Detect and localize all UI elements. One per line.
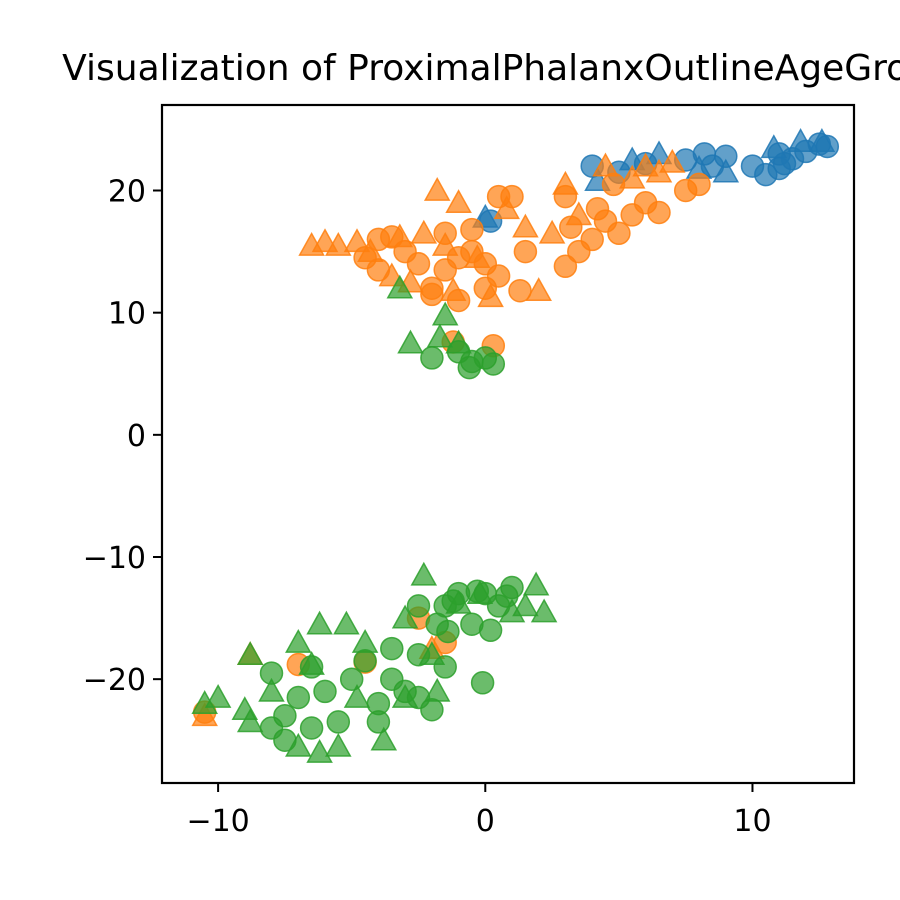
point-triangle xyxy=(343,683,371,708)
series-0 xyxy=(472,128,840,233)
point-triangle xyxy=(787,128,814,152)
point-triangle xyxy=(445,589,472,614)
point-triangle xyxy=(325,732,352,757)
y-tick-label: −20 xyxy=(83,663,146,698)
point-triangle xyxy=(426,323,454,348)
y-tick-label: 10 xyxy=(108,297,146,332)
point-triangle xyxy=(418,641,446,666)
point-triangle xyxy=(357,238,384,262)
point-triangle xyxy=(386,223,414,248)
point-triangle xyxy=(351,628,379,653)
point-circle xyxy=(754,162,778,187)
point-circle xyxy=(601,172,626,197)
point-circle xyxy=(353,649,377,673)
point-circle xyxy=(513,239,538,264)
point-triangle xyxy=(760,134,788,159)
point-circle xyxy=(420,282,444,307)
point-triangle xyxy=(466,580,494,604)
x-tick-label: 10 xyxy=(733,804,771,839)
point-triangle xyxy=(477,283,504,308)
point-triangle xyxy=(191,690,218,714)
point-triangle xyxy=(565,201,593,226)
point-triangle xyxy=(512,592,539,617)
point-triangle xyxy=(423,677,451,702)
point-triangle xyxy=(445,189,472,214)
point-triangle xyxy=(236,708,264,733)
point-circle xyxy=(508,278,532,303)
chart-title: Visualization of ProximalPhalanxOutlineA… xyxy=(62,48,900,89)
point-circle xyxy=(470,671,495,695)
x-tick-label: −10 xyxy=(186,804,249,839)
point-triangle xyxy=(191,702,218,727)
point-triangle xyxy=(391,683,419,708)
point-triangle xyxy=(386,274,414,299)
point-circle xyxy=(406,252,431,276)
point-triangle xyxy=(632,152,659,177)
series-1 xyxy=(191,148,711,727)
point-circle xyxy=(460,217,484,242)
point-triangle xyxy=(410,561,438,586)
point-triangle xyxy=(258,677,285,702)
plot-frame xyxy=(160,103,856,785)
point-triangle xyxy=(512,213,539,238)
series-2 xyxy=(191,274,558,763)
point-triangle xyxy=(538,219,566,244)
point-triangle xyxy=(285,628,312,653)
point-circle xyxy=(481,352,506,376)
point-triangle xyxy=(618,164,646,189)
point-circle xyxy=(553,254,578,279)
point-triangle xyxy=(391,604,419,629)
point-triangle xyxy=(236,641,264,666)
point-circle xyxy=(326,710,351,734)
point-triangle xyxy=(439,277,467,302)
axes: −10 0 10 −20 −10 0 10 20 xyxy=(83,103,856,839)
point-triangle xyxy=(370,726,398,751)
point-circle xyxy=(585,197,610,221)
point-circle xyxy=(420,346,444,370)
point-triangle xyxy=(333,610,360,635)
point-triangle xyxy=(306,610,333,635)
point-circle xyxy=(339,667,364,691)
point-triangle xyxy=(712,158,740,183)
point-triangle xyxy=(808,128,836,152)
point-triangle xyxy=(298,650,325,675)
point-circle xyxy=(366,710,391,734)
point-triangle xyxy=(285,732,312,757)
point-circle xyxy=(380,667,404,691)
point-circle xyxy=(478,618,503,643)
point-triangle xyxy=(552,170,579,195)
point-circle xyxy=(607,221,631,246)
point-triangle xyxy=(493,195,520,220)
point-triangle xyxy=(298,231,325,256)
point-circle xyxy=(380,636,404,661)
point-triangle xyxy=(397,329,424,354)
point-triangle xyxy=(525,277,552,302)
point-triangle xyxy=(464,244,491,269)
y-tick-label: 20 xyxy=(108,175,146,210)
y-tick-label: 0 xyxy=(127,419,146,454)
point-triangle xyxy=(204,683,232,708)
point-triangle xyxy=(592,152,619,177)
x-tick-label: 0 xyxy=(476,804,495,839)
point-triangle xyxy=(431,231,459,256)
point-triangle xyxy=(659,148,686,173)
point-circle xyxy=(647,200,671,225)
data-points xyxy=(191,128,840,763)
point-circle xyxy=(286,685,311,710)
point-triangle xyxy=(431,301,459,326)
point-circle xyxy=(436,619,460,644)
point-triangle xyxy=(445,329,472,354)
point-circle xyxy=(580,227,604,252)
point-triangle xyxy=(343,228,371,253)
point-circle xyxy=(299,716,324,740)
point-circle xyxy=(687,172,711,197)
point-triangle xyxy=(410,219,438,244)
point-circle xyxy=(406,594,431,618)
y-tick-label: −10 xyxy=(83,541,146,576)
point-triangle xyxy=(522,571,550,596)
point-circle xyxy=(457,355,482,380)
point-triangle xyxy=(423,176,451,201)
point-circle xyxy=(313,679,337,704)
